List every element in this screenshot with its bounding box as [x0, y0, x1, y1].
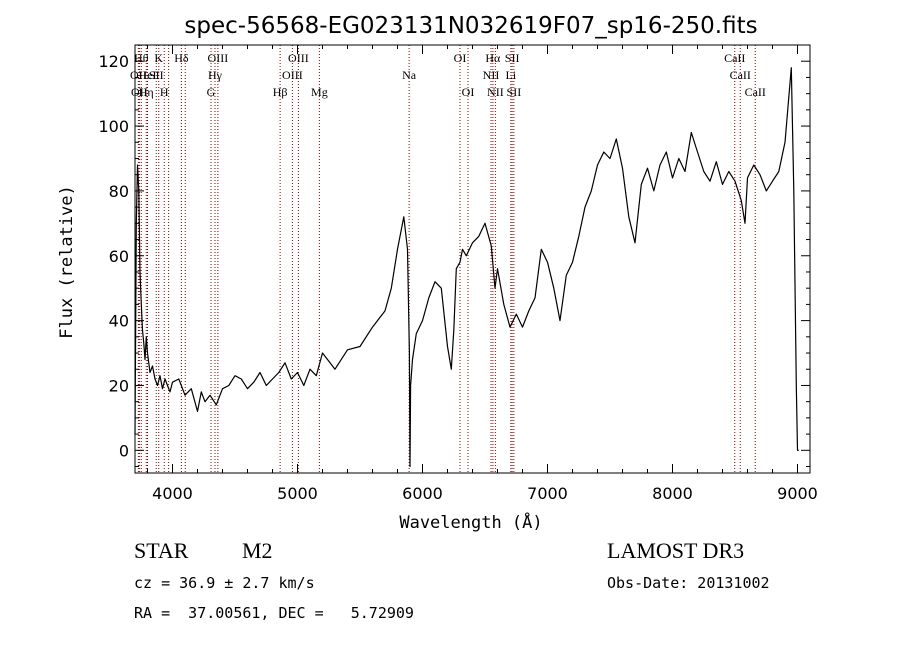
line-marker-label-5: SII	[149, 68, 164, 82]
line-marker-label-17: Mg	[311, 85, 328, 99]
line-marker-label-16: OIII	[288, 51, 309, 65]
line-marker-label-22: Hα	[485, 51, 501, 65]
line-marker-label-28: CaII	[730, 68, 751, 82]
x-tick-label: 6000	[402, 484, 443, 503]
y-tick-label: 100	[98, 117, 129, 136]
y-tick-label: 40	[109, 312, 129, 331]
line-marker-label-11: G	[207, 85, 216, 99]
line-markers	[137, 45, 756, 473]
y-axis: 0 20 40 60 80 100 120	[98, 44, 810, 468]
line-marker-label-4: HeI	[139, 68, 157, 82]
spectrum-series	[134, 67, 799, 468]
line-marker-label-12: Hγ	[208, 68, 223, 82]
line-marker-label-27: CaII	[724, 51, 745, 65]
line-marker-label-0: OII	[130, 68, 147, 82]
x-axis-label: Wavelength (Å)	[399, 511, 542, 533]
x-tick-label: 7000	[527, 484, 568, 503]
line-marker-label-23: NII	[487, 85, 504, 99]
line-marker-label-15: OIII	[282, 68, 303, 82]
line-marker-label-26: SII	[507, 85, 522, 99]
observation-date: Obs-Date: 20131002	[607, 574, 770, 592]
line-marker-label-13: OIII	[208, 51, 229, 65]
line-marker-label-2: Hθ	[134, 51, 149, 65]
marker-labels: OIIOIIHθHηHeISIIKHHδGHγOIIIHβOIIIOIIIMgN…	[130, 51, 766, 99]
series-line-0	[134, 67, 799, 468]
line-marker-label-9: Hδ	[174, 51, 189, 65]
x-tick-label: 4000	[152, 484, 193, 503]
line-marker-label-24: Li	[506, 68, 517, 82]
y-axis-label: Flux (relative)	[57, 185, 77, 339]
line-marker-label-3: Hη	[139, 85, 154, 99]
y-tick-label: 20	[109, 376, 129, 395]
survey-name: LAMOST DR3	[607, 538, 745, 563]
x-tick-label: 8000	[652, 484, 693, 503]
y-tick-label: 60	[109, 247, 129, 266]
plot-frame	[134, 44, 811, 474]
x-axis: 4000 5000 6000 7000 8000 9000	[147, 45, 818, 503]
y-tick-label: 80	[109, 182, 129, 201]
line-marker-label-19: OI	[454, 51, 467, 65]
line-marker-label-21: NII	[483, 68, 500, 82]
y-tick-label: 0	[119, 441, 129, 460]
line-marker-label-25: SII	[505, 51, 520, 65]
line-marker-label-29: CaII	[745, 85, 766, 99]
line-marker-label-6: K	[154, 51, 163, 65]
line-marker-label-7: H	[160, 85, 169, 99]
line-marker-label-14: Hβ	[273, 85, 288, 99]
coordinates: RA = 37.00561, DEC = 5.72909	[134, 604, 414, 622]
object-class: STAR	[134, 538, 189, 563]
redshift-velocity: cz = 36.9 ± 2.7 km/s	[134, 574, 315, 592]
line-marker-label-20: OI	[462, 85, 475, 99]
object-subclass: M2	[242, 538, 273, 563]
y-tick-label: 120	[98, 52, 129, 71]
chart-title: spec-56568-EG023131N032619F07_sp16-250.f…	[184, 13, 757, 39]
x-tick-label: 9000	[777, 484, 818, 503]
line-marker-label-18: Na	[402, 68, 417, 82]
x-tick-label: 5000	[277, 484, 318, 503]
